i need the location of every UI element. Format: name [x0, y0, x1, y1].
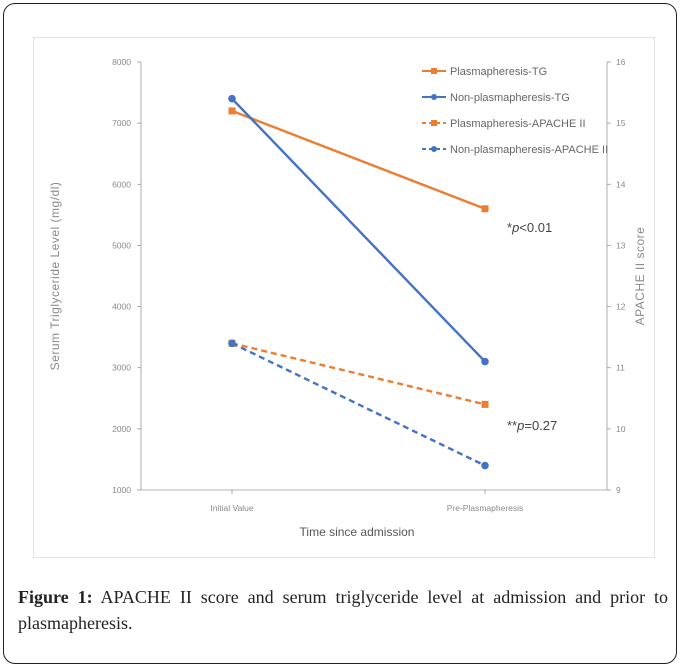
legend-swatch-marker — [431, 120, 437, 126]
x-tick-label: Pre-Plasmapheresis — [447, 503, 524, 513]
series-line-4 — [231, 342, 486, 467]
series-line-3 — [231, 342, 486, 406]
legend-swatch-marker — [431, 68, 437, 74]
x-tick-label: Initial Value — [210, 503, 254, 513]
series-marker-4 — [228, 339, 236, 348]
series-line-1 — [231, 109, 486, 210]
legend-label: Non-plasmapheresis-TG — [450, 92, 570, 104]
legend-label: Plasmapheresis-APACHE II — [450, 118, 586, 130]
left-tick-label: 4000 — [112, 302, 131, 312]
annotation-prefix: * — [507, 220, 512, 235]
annotation-p: p — [516, 418, 524, 433]
p-value-annotation: **p=0.27 — [507, 418, 557, 433]
legend-swatch-marker — [431, 146, 437, 152]
left-tick-label: 8000 — [112, 57, 131, 67]
chart-container: 1000 2000 3000 4000 5000 6000 7000 8000 9 10 11 12 1… — [33, 37, 655, 558]
annotation-prefix: ** — [507, 418, 517, 433]
p-value-annotation: *p<0.01 — [507, 220, 552, 235]
series-marker-2 — [228, 94, 236, 103]
right-tick-label: 9 — [616, 485, 621, 495]
left-axis-title: Serum Triglyceride Level (mg/dl) — [48, 182, 62, 371]
x-axis-title: Time since admission — [300, 525, 415, 539]
chart-svg: 1000 2000 3000 4000 5000 6000 7000 8000 9 10 11 12 1… — [48, 57, 647, 539]
caption-text: APACHE II score and serum triglyceride l… — [18, 587, 668, 633]
series-marker-4 — [481, 461, 489, 470]
figure-caption: Figure 1: APACHE II score and serum trig… — [18, 584, 668, 636]
left-tick-label: 1000 — [112, 485, 131, 495]
left-tick-label: 2000 — [112, 424, 131, 434]
series-marker-1 — [481, 205, 489, 213]
series-marker-2 — [481, 357, 489, 366]
series-marker-3 — [481, 400, 489, 408]
caption-label: Figure 1: — [18, 587, 93, 607]
left-tick-label: 3000 — [112, 363, 131, 373]
right-tick-label: 16 — [616, 57, 626, 67]
left-tick-label: 6000 — [112, 179, 131, 189]
annotation-value: =0.27 — [524, 418, 557, 433]
left-tick-label: 5000 — [112, 240, 131, 250]
legend-swatch-marker — [431, 94, 437, 100]
right-tick-label: 15 — [616, 118, 626, 128]
right-tick-label: 12 — [616, 302, 626, 312]
figure-frame — [3, 3, 677, 664]
series-line-2 — [231, 97, 486, 363]
annotation-value: <0.01 — [519, 220, 552, 235]
right-tick-label: 13 — [616, 240, 626, 250]
right-tick-label: 11 — [616, 363, 625, 373]
series-marker-1 — [228, 107, 236, 115]
right-tick-label: 10 — [616, 424, 626, 434]
left-tick-label: 7000 — [112, 118, 131, 128]
right-tick-label: 14 — [616, 179, 626, 189]
annotation-p: p — [511, 220, 519, 235]
legend-label: Plasmapheresis-TG — [450, 66, 547, 78]
legend-label: Non-plasmapheresis-APACHE II — [450, 144, 608, 156]
right-axis-title: APACHE II score — [633, 227, 647, 326]
